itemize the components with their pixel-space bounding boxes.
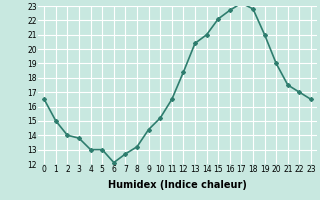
- X-axis label: Humidex (Indice chaleur): Humidex (Indice chaleur): [108, 180, 247, 190]
